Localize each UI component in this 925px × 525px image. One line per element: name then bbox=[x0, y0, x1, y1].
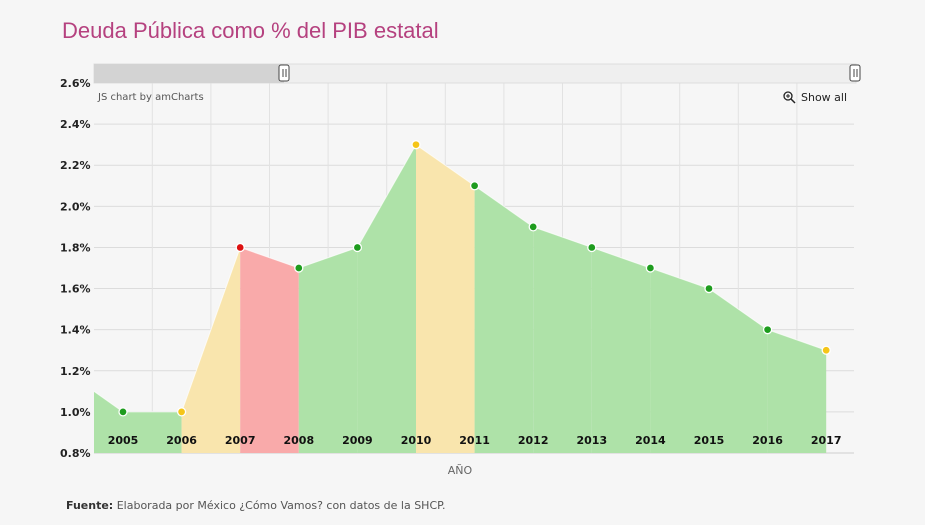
y-tick-label: 2.2% bbox=[60, 159, 91, 172]
area-segment-2007 bbox=[240, 247, 299, 453]
scrollbar-right-grip[interactable] bbox=[849, 64, 861, 82]
x-tick-label: 2015 bbox=[694, 434, 725, 447]
data-point-2012[interactable] bbox=[528, 222, 538, 232]
y-axis-ticks: 0.8% 1.0% 1.2% 1.4% 1.6% 1.8% 2.0% 2.2% 2.4% 2.6% bbox=[60, 77, 91, 460]
area-segment-2015 bbox=[709, 288, 768, 453]
area-segment-2010 bbox=[416, 144, 475, 453]
data-point-2017[interactable] bbox=[821, 345, 831, 355]
chart: 2005 2006 2007 2008 2009 2010 2011 2012 2013 2014… bbox=[60, 63, 861, 477]
y-tick-label: 2.6% bbox=[60, 77, 91, 90]
data-point-2009[interactable] bbox=[352, 242, 363, 253]
y-tick-label: 1.0% bbox=[60, 406, 91, 419]
area-segment-2013 bbox=[591, 247, 651, 453]
area-segment-2005 bbox=[123, 411, 182, 453]
x-tick-label: 2006 bbox=[166, 434, 197, 447]
y-tick-label: 1.6% bbox=[60, 283, 91, 296]
data-point-2007[interactable] bbox=[235, 242, 245, 253]
x-tick-label: 2010 bbox=[401, 434, 432, 447]
x-tick-label: 2009 bbox=[342, 434, 373, 447]
area-segments bbox=[93, 143, 827, 453]
source-label: Fuente: bbox=[66, 499, 114, 512]
area-segment-2011 bbox=[474, 185, 534, 453]
y-tick-label: 1.2% bbox=[60, 365, 91, 378]
x-axis-label: AÑO bbox=[448, 464, 473, 477]
x-tick-label: 2011 bbox=[459, 434, 490, 447]
data-point-2010[interactable] bbox=[411, 140, 421, 150]
chart-credit[interactable]: JS chart by amCharts bbox=[97, 92, 204, 103]
area-segment-2006 bbox=[181, 247, 241, 453]
zoom-icon bbox=[783, 91, 796, 104]
x-tick-label: 2012 bbox=[518, 434, 549, 447]
area-segment-2014 bbox=[650, 268, 709, 453]
x-tick-label: 2008 bbox=[283, 434, 314, 447]
chart-title: Deuda Pública como % del PIB estatal bbox=[62, 18, 439, 43]
y-tick-label: 1.4% bbox=[60, 324, 91, 337]
data-point-2015[interactable] bbox=[704, 283, 714, 294]
x-tick-label: 2005 bbox=[108, 434, 139, 447]
x-tick-label: 2016 bbox=[752, 434, 783, 447]
data-point-2008[interactable] bbox=[294, 263, 304, 273]
scrollbar-thumb[interactable] bbox=[94, 64, 284, 83]
area-segment-2012 bbox=[533, 226, 592, 453]
source-text: Elaborada por México ¿Cómo Vamos? con da… bbox=[113, 499, 446, 512]
y-tick-label: 1.8% bbox=[60, 241, 91, 254]
scrollbar-left-grip[interactable] bbox=[278, 64, 290, 82]
y-tick-label: 2.4% bbox=[60, 118, 91, 131]
series-line bbox=[93, 143, 827, 413]
x-tick-label: 2014 bbox=[635, 434, 666, 447]
show-all-label: Show all bbox=[801, 91, 847, 104]
data-point-2016[interactable] bbox=[762, 325, 773, 335]
data-point-2014[interactable] bbox=[645, 263, 656, 273]
y-tick-label: 2.0% bbox=[60, 200, 91, 213]
area-segment-2016 bbox=[767, 329, 827, 453]
area-segment-2009 bbox=[357, 144, 416, 453]
x-tick-label: 2007 bbox=[225, 434, 256, 447]
x-axis-ticks: 2005 2006 2007 2008 2009 2010 2011 2012 2013 2014… bbox=[108, 434, 842, 447]
data-point-2005[interactable] bbox=[118, 407, 128, 417]
data-points[interactable] bbox=[118, 140, 831, 417]
scrollbar[interactable] bbox=[93, 63, 861, 84]
show-all-button[interactable]: Show all bbox=[783, 91, 847, 104]
x-tick-label: 2017 bbox=[811, 434, 842, 447]
data-point-2013[interactable] bbox=[587, 242, 597, 253]
area-segment-2008 bbox=[298, 247, 358, 453]
data-point-2011[interactable] bbox=[469, 181, 480, 191]
data-point-2006[interactable] bbox=[176, 407, 187, 417]
x-tick-label: 2013 bbox=[576, 434, 607, 447]
y-tick-label: 0.8% bbox=[60, 447, 91, 460]
source-note: Fuente: Elaborada por México ¿Cómo Vamos… bbox=[66, 499, 446, 512]
